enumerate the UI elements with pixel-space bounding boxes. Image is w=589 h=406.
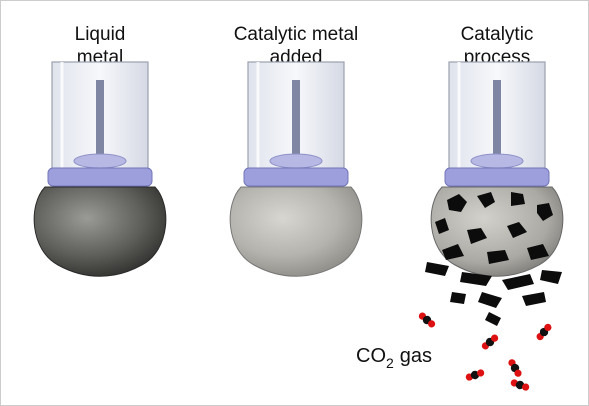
syringe-2 xyxy=(230,62,362,276)
panel-label: Catalytic metal xyxy=(234,24,359,45)
gas-suffix: gas xyxy=(400,345,432,367)
panel-label: Catalytic xyxy=(461,24,534,45)
panel-label: Liquid xyxy=(75,24,126,45)
gas-subscript: 2 xyxy=(386,355,394,371)
gas-formula: CO xyxy=(356,345,386,367)
syringe-1 xyxy=(34,62,166,276)
diagram: Liquid metal Catalytic metal added Catal… xyxy=(0,0,589,406)
